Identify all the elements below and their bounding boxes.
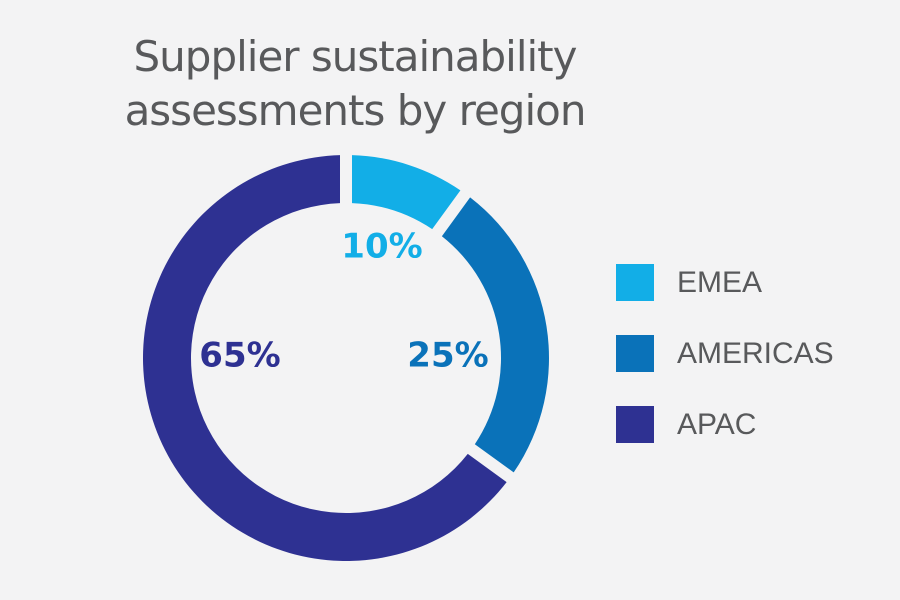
chart-title: Supplier sustainability assessments by r… [120,30,590,138]
data-label-emea: 10% [341,227,422,267]
donut-slice-americas [441,197,549,473]
legend-label-americas: AMERICAS [677,336,834,370]
legend-label-emea: EMEA [677,265,763,299]
legend-item-apac: APAC [616,406,834,443]
chart-legend: EMEA AMERICAS APAC [616,264,834,477]
legend-swatch-emea [616,264,654,301]
legend-label-apac: APAC [677,407,757,441]
legend-item-americas: AMERICAS [616,335,834,372]
chart-title-line-1: Supplier sustainability [133,32,578,81]
legend-item-emea: EMEA [616,264,834,301]
legend-swatch-apac [616,406,654,443]
data-label-americas: 25% [407,336,488,376]
chart-title-line-2: assessments by region [124,86,587,135]
data-label-apac: 65% [199,336,280,376]
legend-swatch-americas [616,335,654,372]
donut-slice-emea [352,155,461,230]
